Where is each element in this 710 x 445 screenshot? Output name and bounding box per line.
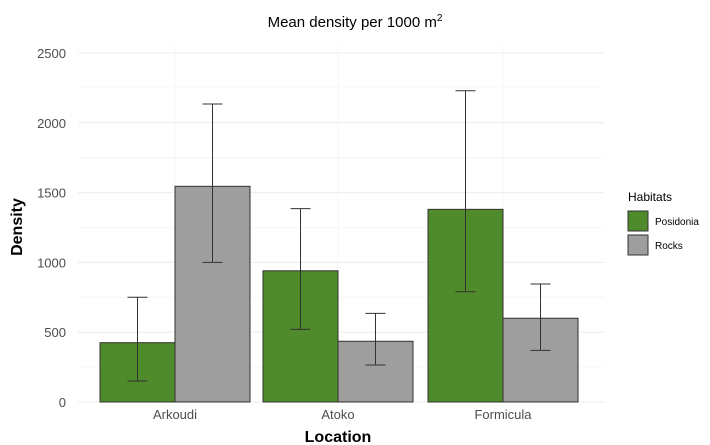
y-axis-title: Density — [9, 198, 26, 256]
y-tick-label: 1000 — [37, 255, 66, 270]
legend-title: Habitats — [628, 190, 672, 204]
legend: Posidonia Rocks — [627, 210, 699, 256]
legend-label: Posidonia — [655, 217, 699, 228]
y-tick-label: 2000 — [37, 116, 66, 131]
error-bars — [127, 90, 551, 382]
x-tick-label: Arkoudi — [153, 407, 197, 422]
x-tick-label: Atoko — [321, 407, 354, 422]
legend-swatch — [627, 234, 649, 256]
legend-swatch — [627, 210, 649, 232]
chart-title: Mean density per 1000 m2 — [268, 13, 443, 31]
y-tick-label: 1500 — [37, 186, 66, 201]
y-tick-label: 0 — [59, 395, 66, 410]
y-tick-label: 2500 — [37, 46, 66, 61]
x-tick-label: Formicula — [474, 407, 532, 422]
y-tick-label: 500 — [44, 325, 66, 340]
legend-label: Rocks — [655, 241, 683, 252]
x-axis-title: Location — [305, 429, 372, 445]
y-axis-ticks: 0 500 1000 1500 2000 2500 — [37, 46, 66, 410]
bars — [99, 185, 579, 403]
x-axis-ticks: Arkoudi Atoko Formicula — [153, 407, 532, 422]
